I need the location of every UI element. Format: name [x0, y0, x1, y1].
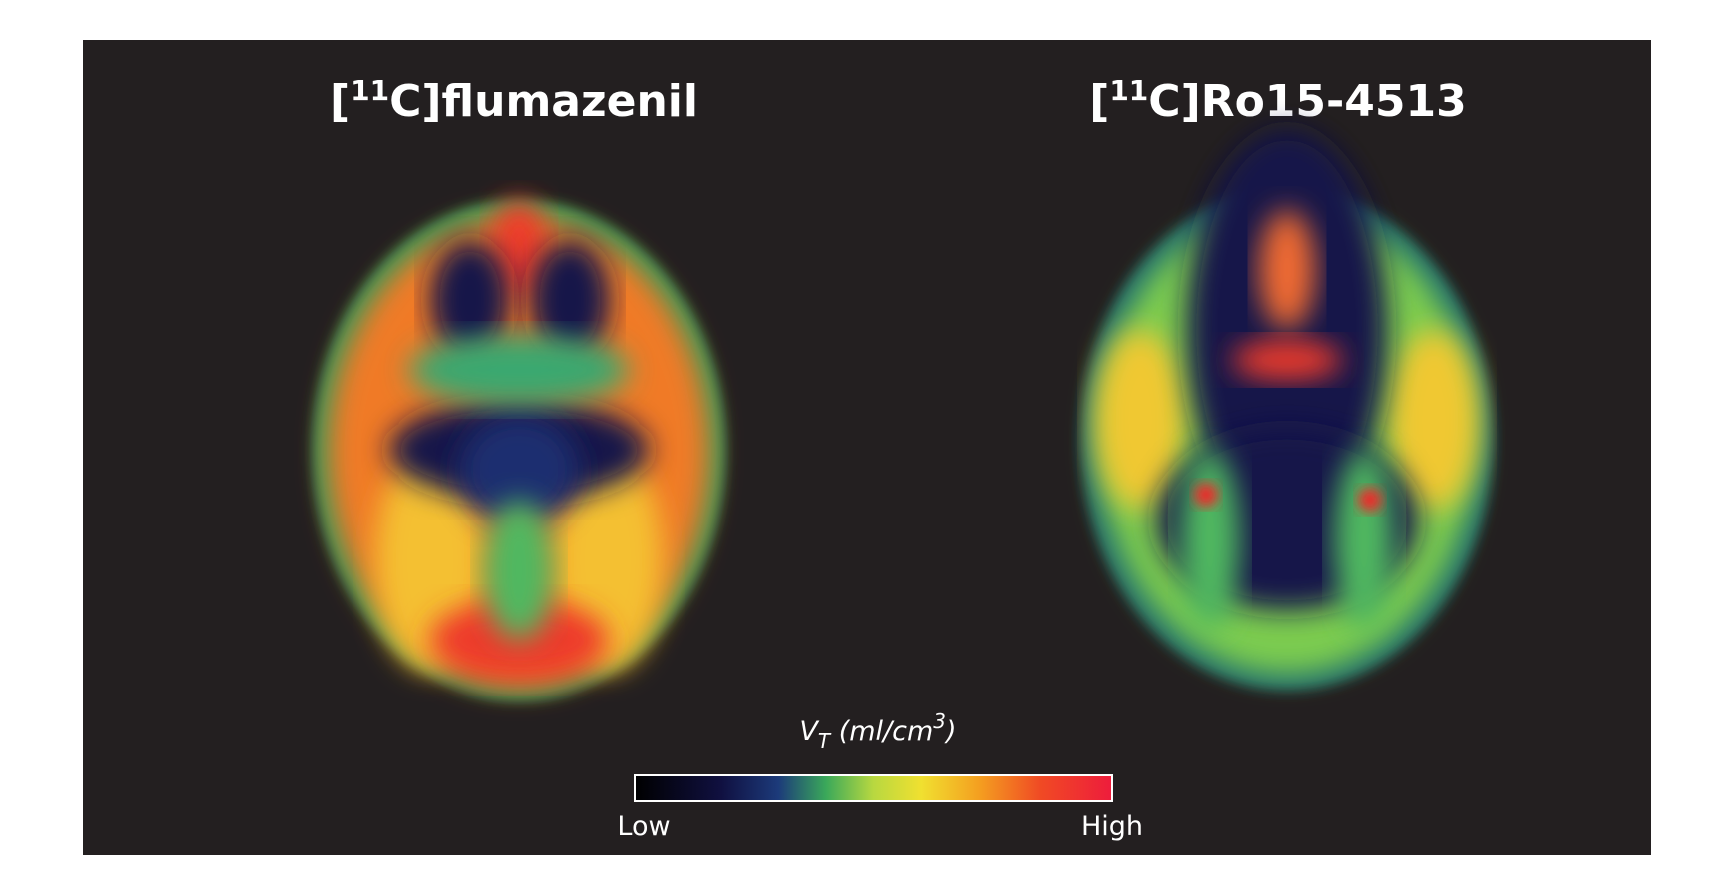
bracket: [: [1089, 76, 1109, 127]
colorbar: [634, 774, 1113, 802]
mass-number: 11: [350, 74, 389, 107]
unit: ): [944, 716, 957, 747]
panel-title: [11C]Ro15-4513: [1089, 74, 1467, 127]
bracket: [: [330, 76, 350, 127]
panel-title: [11C]flumazenil: [330, 74, 698, 127]
colorbar-low: Low: [617, 811, 670, 842]
tracer-name: C]Ro15-4513: [1148, 76, 1466, 127]
mass-number: 11: [1109, 74, 1148, 107]
brain-scan: [1081, 130, 1493, 690]
subscript: T: [818, 729, 832, 753]
superscript: 3: [933, 709, 946, 733]
brain-scan: [313, 200, 725, 700]
colorbar-high: High: [1081, 811, 1143, 842]
symbol: V: [799, 716, 820, 747]
colorbar-label: VT (ml/cm3): [799, 709, 956, 753]
unit: (ml/cm: [830, 716, 933, 747]
tracer-name: C]flumazenil: [389, 76, 698, 127]
